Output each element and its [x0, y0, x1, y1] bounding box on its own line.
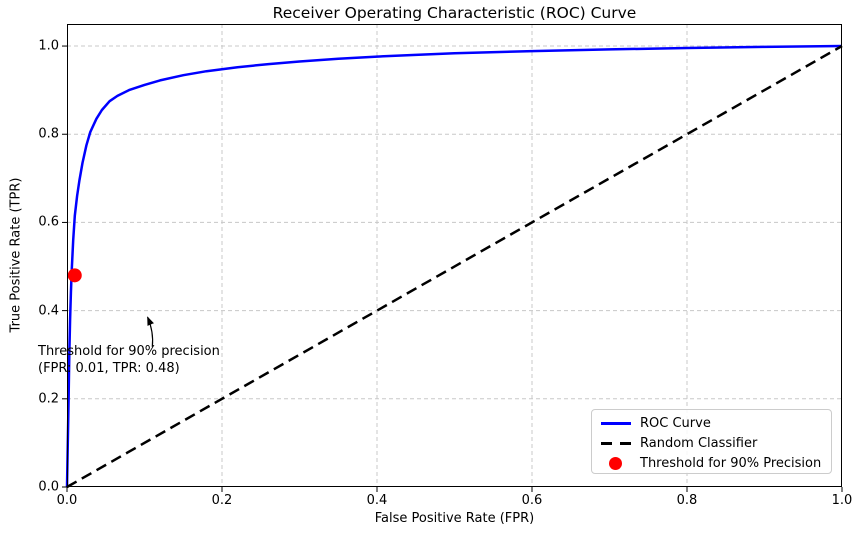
y-tick-label: 0.0 — [38, 479, 59, 495]
y-tick-label: 0.4 — [38, 303, 59, 319]
legend-item-random-classifier: Random Classifier — [599, 434, 831, 453]
annotation-arrow-icon — [147, 316, 154, 347]
y-tick-label: 0.2 — [38, 391, 59, 407]
x-axis-label: False Positive Rate (FPR) — [374, 511, 535, 526]
legend-label-random-classifier: Random Classifier — [640, 436, 758, 451]
x-tick-label: 0.2 — [211, 493, 233, 508]
annotation-line-1: Threshold for 90% precision — [38, 344, 220, 359]
y-tick-label: 1.0 — [38, 38, 59, 54]
x-tick-label: 0.6 — [521, 493, 543, 508]
legend: ROC Curve Random Classifier Threshold fo… — [591, 409, 832, 474]
threshold-annotation: Threshold for 90% precision (FPR: 0.01, … — [38, 344, 220, 377]
annotation-line-2: (FPR: 0.01, TPR: 0.48) — [38, 360, 180, 376]
roc-curve-line-icon — [599, 422, 632, 425]
threshold-point — [67, 268, 82, 283]
x-tick-label: 0.8 — [676, 493, 698, 508]
legend-item-threshold: Threshold for 90% Precision — [599, 454, 831, 473]
y-tick-label: 0.6 — [38, 214, 59, 230]
x-tick-label: 1.0 — [831, 493, 853, 508]
x-tick-label: 0.0 — [56, 493, 78, 508]
legend-label-roc-curve: ROC Curve — [640, 416, 711, 431]
y-tick-label: 0.8 — [38, 126, 59, 142]
plot-frame — [67, 24, 842, 487]
dashed-line-icon — [599, 442, 632, 445]
random-classifier-line — [66, 44, 843, 489]
plot-canvas — [62, 24, 843, 492]
y-axis-label: True Positive Rate (TPR) — [8, 177, 24, 333]
legend-label-threshold: Threshold for 90% Precision — [640, 456, 822, 471]
legend-item-roc-curve: ROC Curve — [599, 414, 831, 433]
plot-area: ROC Curve Random Classifier Threshold fo… — [38, 24, 843, 492]
red-dot-icon — [599, 457, 632, 470]
x-tick-label: 0.4 — [366, 493, 388, 508]
chart-title: Receiver Operating Characteristic (ROC) … — [272, 4, 637, 22]
